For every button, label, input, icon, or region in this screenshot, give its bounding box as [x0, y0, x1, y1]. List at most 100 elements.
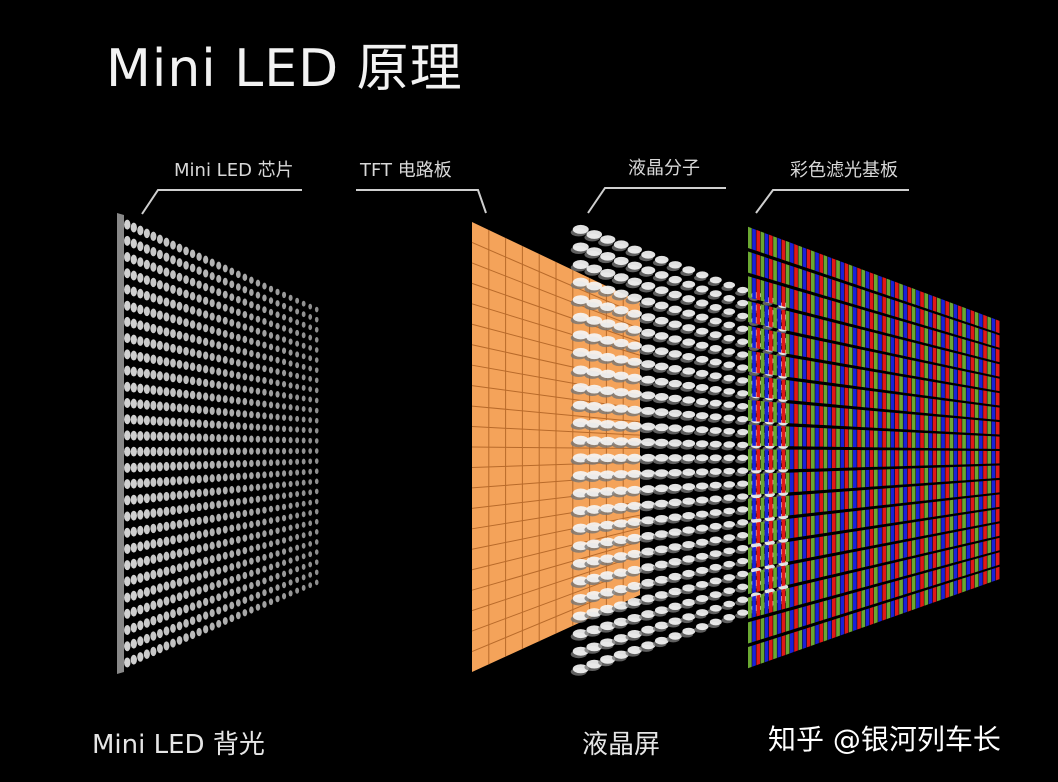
led-chip	[288, 316, 293, 323]
filter-subpixel	[819, 384, 824, 404]
filter-subpixel	[848, 326, 853, 345]
led-chip	[189, 461, 196, 470]
filter-subpixel	[899, 394, 903, 411]
lc-molecule	[654, 362, 669, 371]
lc-molecule	[709, 413, 722, 421]
filter-subpixel	[928, 519, 933, 535]
led-chip	[137, 288, 144, 299]
led-chip	[282, 592, 287, 600]
filter-subpixel	[790, 357, 794, 378]
filter-subpixel	[815, 624, 819, 645]
filter-subpixel	[853, 592, 857, 611]
lc-molecule	[723, 467, 736, 475]
led-chip	[275, 470, 280, 478]
filter-subpixel	[848, 613, 853, 633]
filter-subpixel	[974, 388, 979, 403]
filter-subpixel	[878, 527, 882, 545]
filter-subpixel	[966, 513, 971, 528]
filter-subpixel	[924, 327, 929, 344]
filter-subpixel	[916, 289, 920, 307]
led-chip	[268, 586, 274, 594]
lc-molecule	[709, 481, 722, 489]
led-chip	[301, 363, 306, 370]
lc-molecule	[627, 613, 642, 623]
led-chip	[275, 493, 280, 500]
led-chip	[196, 572, 202, 581]
filter-subpixel	[953, 531, 958, 547]
filter-subpixel	[983, 540, 987, 555]
led-chip	[301, 342, 306, 349]
led-chip	[143, 384, 150, 395]
filter-subpixel	[974, 512, 979, 526]
filter-subpixel	[844, 449, 849, 468]
led-chip	[216, 540, 222, 549]
filter-subpixel	[769, 353, 773, 375]
led-chip	[203, 392, 209, 401]
lc-molecule	[627, 437, 642, 446]
filter-subpixel	[882, 277, 887, 295]
filter-subpixel	[903, 486, 908, 503]
filter-subpixel	[865, 489, 870, 508]
led-chip	[268, 297, 274, 304]
filter-subpixel	[890, 487, 895, 505]
led-chip	[183, 504, 189, 514]
led-chip	[275, 595, 280, 603]
filter-subpixel	[983, 405, 987, 419]
led-chip	[170, 623, 176, 633]
led-chip	[249, 508, 254, 516]
led-chip	[143, 477, 150, 488]
lc-molecule	[627, 245, 642, 254]
filter-subpixel	[781, 611, 786, 633]
led-chip	[222, 460, 228, 469]
led-chip	[235, 333, 241, 342]
filter-subpixel	[886, 507, 891, 524]
led-chip	[249, 496, 254, 504]
led-chip	[143, 571, 150, 582]
filter-subpixel	[827, 599, 832, 619]
led-chip	[314, 417, 319, 424]
filter-subpixel	[878, 469, 882, 487]
filter-subpixel	[987, 539, 992, 554]
led-chip	[150, 323, 157, 334]
lc-molecule	[641, 625, 656, 634]
lc-molecule	[641, 485, 656, 494]
lc-molecule	[682, 468, 696, 476]
led-chip	[242, 534, 248, 542]
filter-subpixel	[865, 608, 870, 627]
filter-subpixel	[886, 335, 891, 353]
filter-subpixel	[911, 396, 916, 413]
led-chip	[163, 312, 170, 322]
lc-molecule	[654, 636, 669, 645]
lc-molecule	[668, 365, 682, 373]
filter-subpixel	[899, 376, 903, 393]
led-chip	[275, 311, 280, 318]
filter-subpixel	[798, 607, 803, 628]
filter-subpixel	[911, 324, 916, 341]
led-chip	[275, 300, 280, 307]
filter-subpixel	[966, 355, 971, 371]
filter-subpixel	[928, 311, 933, 328]
lc-molecule	[723, 560, 736, 568]
filter-subpixel	[827, 256, 832, 277]
filter-subpixel	[811, 559, 815, 580]
led-chip	[170, 417, 176, 427]
led-chip	[170, 491, 176, 501]
filter-subpixel	[924, 310, 929, 327]
lc-molecule	[613, 634, 629, 643]
lc-molecule	[613, 404, 629, 413]
filter-subpixel	[764, 305, 769, 327]
led-chip	[262, 294, 267, 302]
filter-subpixel	[794, 495, 798, 515]
filter-subpixel	[827, 385, 832, 405]
filter-subpixel	[932, 518, 937, 535]
filter-subpixel	[844, 346, 849, 365]
filter-subpixel	[844, 491, 849, 510]
led-chip	[203, 597, 209, 607]
led-chip	[176, 621, 183, 631]
led-chip	[156, 355, 163, 366]
filter-subpixel	[991, 317, 996, 332]
led-chip	[255, 291, 261, 299]
filter-subpixel	[945, 300, 950, 317]
filter-subpixel	[823, 319, 828, 340]
led-chip	[255, 447, 261, 455]
